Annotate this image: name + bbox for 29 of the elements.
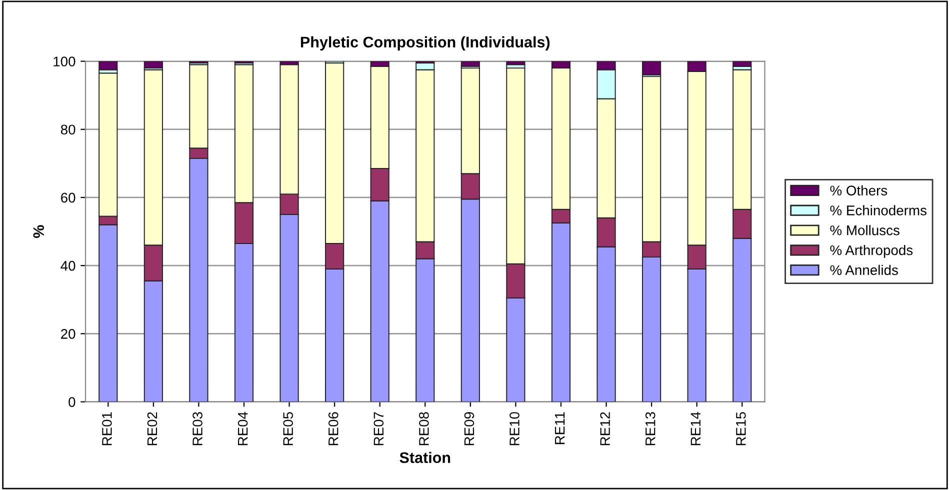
legend-label: % Molluscs [830, 225, 900, 236]
y-axis-title: % [33, 225, 44, 238]
x-tick-label: RE02 [147, 412, 158, 446]
x-tick-label: RE10 [510, 412, 520, 446]
legend-label: % Arthropods [830, 244, 913, 258]
y-tick-label: 40 [60, 260, 76, 271]
x-tick-label: RE01 [102, 412, 112, 446]
y-tick-label: 80 [60, 124, 76, 135]
legend-label: % Annelids [830, 264, 898, 276]
y-tick-label: 0 [68, 397, 76, 407]
x-tick-label: RE06 [328, 412, 338, 446]
y-tick-label: 20 [61, 329, 76, 339]
y-tick-label: 60 [61, 192, 76, 203]
x-tick-label: RE05 [283, 412, 294, 446]
x-tick-label: RE08 [419, 412, 429, 446]
x-tick-label: RE09 [464, 412, 474, 446]
x-tick-label: RE15 [736, 412, 746, 446]
x-tick-label: RE14 [690, 412, 700, 446]
x-tick-label: RE07 [374, 412, 384, 446]
y-tick-label: 100 [54, 56, 76, 66]
legend-label: % Others [830, 185, 888, 196]
x-axis-title: Station [400, 452, 450, 464]
x-tick-label: RE11 [555, 412, 565, 444]
x-tick-label: RE12 [600, 412, 610, 446]
x-tick-label: RE13 [645, 412, 656, 446]
x-tick-label: RE03 [192, 412, 202, 446]
legend-label: % Echinoderms [830, 205, 926, 216]
x-tick-label: RE04 [238, 412, 248, 446]
chart-title: Phyletic Composition (Individuals) [300, 36, 550, 51]
